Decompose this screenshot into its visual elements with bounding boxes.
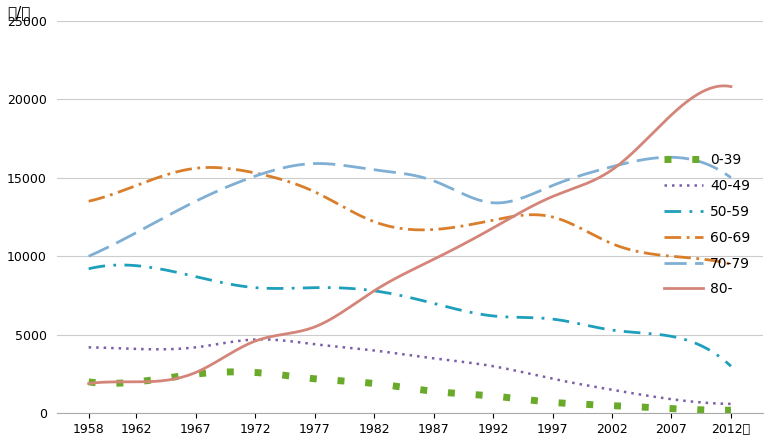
80- — [611, 165, 620, 170]
0-39 — [612, 403, 621, 408]
0-39 — [84, 379, 93, 385]
70-79 — [393, 170, 402, 175]
60-69 — [84, 198, 93, 204]
60-69 — [433, 226, 442, 232]
Line: 60-69: 60-69 — [89, 167, 731, 264]
Line: 70-79: 70-79 — [89, 157, 731, 256]
50-59 — [116, 262, 126, 268]
50-59 — [394, 292, 403, 298]
0-39 — [726, 408, 735, 413]
80- — [467, 237, 476, 243]
70-79 — [467, 194, 476, 200]
Line: 80-: 80- — [89, 86, 731, 384]
80- — [84, 381, 93, 386]
80- — [711, 84, 720, 89]
Line: 50-59: 50-59 — [89, 265, 731, 366]
80- — [431, 256, 440, 261]
0-39 — [394, 384, 403, 389]
40-49 — [612, 388, 621, 393]
60-69 — [205, 165, 214, 170]
70-79 — [726, 175, 735, 180]
0-39 — [721, 408, 731, 413]
80- — [393, 275, 402, 280]
0-39 — [712, 408, 721, 413]
50-59 — [712, 352, 721, 358]
40-49 — [256, 337, 266, 342]
Line: 40-49: 40-49 — [89, 339, 731, 404]
60-69 — [612, 243, 621, 248]
70-79 — [431, 179, 440, 184]
60-69 — [390, 225, 400, 230]
40-49 — [712, 401, 721, 406]
40-49 — [84, 345, 93, 350]
40-49 — [394, 351, 403, 356]
Text: 人/年: 人/年 — [7, 5, 31, 20]
70-79 — [389, 170, 398, 175]
80- — [720, 83, 729, 89]
0-39 — [433, 389, 442, 394]
40-49 — [390, 350, 400, 356]
50-59 — [433, 302, 442, 307]
70-79 — [611, 163, 620, 168]
40-49 — [433, 356, 442, 361]
50-59 — [84, 266, 93, 272]
70-79 — [84, 253, 93, 259]
60-69 — [394, 225, 403, 231]
0-39 — [467, 392, 477, 397]
0-39 — [390, 384, 400, 389]
80- — [389, 277, 398, 282]
50-59 — [726, 364, 735, 369]
40-49 — [467, 361, 477, 366]
0-39 — [231, 369, 240, 374]
60-69 — [726, 261, 735, 267]
60-69 — [467, 222, 477, 227]
70-79 — [712, 166, 721, 171]
80- — [726, 84, 735, 89]
50-59 — [612, 328, 621, 333]
70-79 — [665, 155, 674, 160]
60-69 — [712, 258, 721, 264]
50-59 — [467, 310, 477, 315]
Legend: 0-39, 40-49, 50-59, 60-69, 70-79, 80-: 0-39, 40-49, 50-59, 60-69, 70-79, 80- — [659, 148, 756, 302]
40-49 — [726, 401, 735, 407]
50-59 — [390, 291, 400, 297]
Line: 0-39: 0-39 — [89, 372, 731, 410]
